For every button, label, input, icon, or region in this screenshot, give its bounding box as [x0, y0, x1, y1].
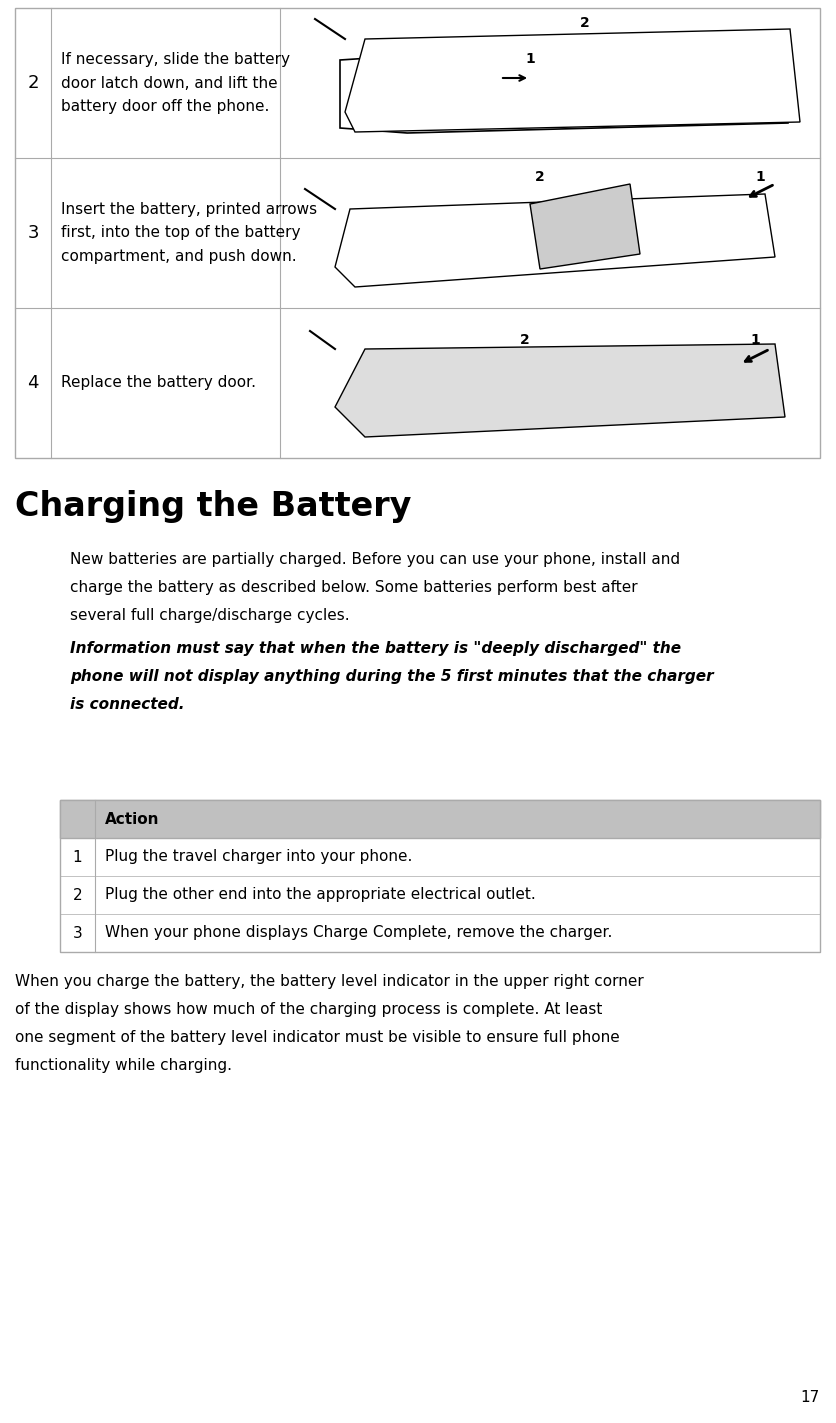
Text: If necessary, slide the battery
door latch down, and lift the
battery door off t: If necessary, slide the battery door lat… [61, 53, 290, 114]
Text: 1: 1 [755, 169, 765, 184]
Text: 1: 1 [750, 333, 760, 347]
Bar [15, 9, 820, 458]
Bar [60, 877, 820, 914]
Text: several full charge/discharge cycles.: several full charge/discharge cycles. [70, 608, 349, 623]
Text: Plug the other end into the appropriate electrical outlet.: Plug the other end into the appropriate … [105, 888, 536, 902]
Text: When you charge the battery, the battery level indicator in the upper right corn: When you charge the battery, the battery… [15, 973, 644, 989]
Polygon shape [530, 184, 640, 269]
Text: 4: 4 [28, 374, 38, 391]
Text: Charging the Battery: Charging the Battery [15, 490, 411, 524]
Text: of the display shows how much of the charging process is complete. At least: of the display shows how much of the cha… [15, 1002, 603, 1017]
Text: 3: 3 [28, 223, 38, 242]
Text: Information must say that when the battery is "deeply discharged" the: Information must say that when the batte… [70, 640, 681, 656]
Text: Action: Action [105, 811, 160, 827]
Polygon shape [335, 344, 785, 437]
Text: When your phone displays Charge Complete, remove the charger.: When your phone displays Charge Complete… [105, 925, 613, 941]
Text: 2: 2 [535, 169, 545, 184]
Polygon shape [340, 36, 788, 132]
Text: 1: 1 [525, 53, 535, 65]
Text: one segment of the battery level indicator must be visible to ensure full phone: one segment of the battery level indicat… [15, 1030, 619, 1044]
Text: is connected.: is connected. [70, 697, 185, 712]
Text: 2: 2 [28, 74, 38, 92]
Text: charge the battery as described below. Some batteries perform best after: charge the battery as described below. S… [70, 581, 638, 595]
Text: 3: 3 [73, 925, 83, 941]
Text: Insert the battery, printed arrows
first, into the top of the battery
compartmen: Insert the battery, printed arrows first… [61, 202, 317, 263]
Bar [280, 307, 820, 458]
Text: functionality while charging.: functionality while charging. [15, 1057, 232, 1073]
Bar [60, 800, 820, 952]
Bar [60, 914, 820, 952]
Text: 2: 2 [73, 888, 82, 902]
Text: 1: 1 [73, 850, 82, 865]
Text: Plug the travel charger into your phone.: Plug the travel charger into your phone. [105, 850, 412, 865]
Text: phone will not display anything during the 5 first minutes that the charger: phone will not display anything during t… [70, 669, 714, 684]
Bar [280, 158, 820, 307]
Bar [60, 800, 820, 838]
Polygon shape [335, 194, 775, 287]
Bar [60, 838, 820, 877]
Text: 2: 2 [580, 16, 589, 30]
Bar [280, 9, 820, 158]
Text: New batteries are partially charged. Before you can use your phone, install and: New batteries are partially charged. Bef… [70, 552, 681, 566]
Text: 2: 2 [520, 333, 530, 347]
Text: Replace the battery door.: Replace the battery door. [61, 376, 256, 390]
Polygon shape [345, 28, 800, 132]
Text: 17: 17 [801, 1390, 820, 1405]
